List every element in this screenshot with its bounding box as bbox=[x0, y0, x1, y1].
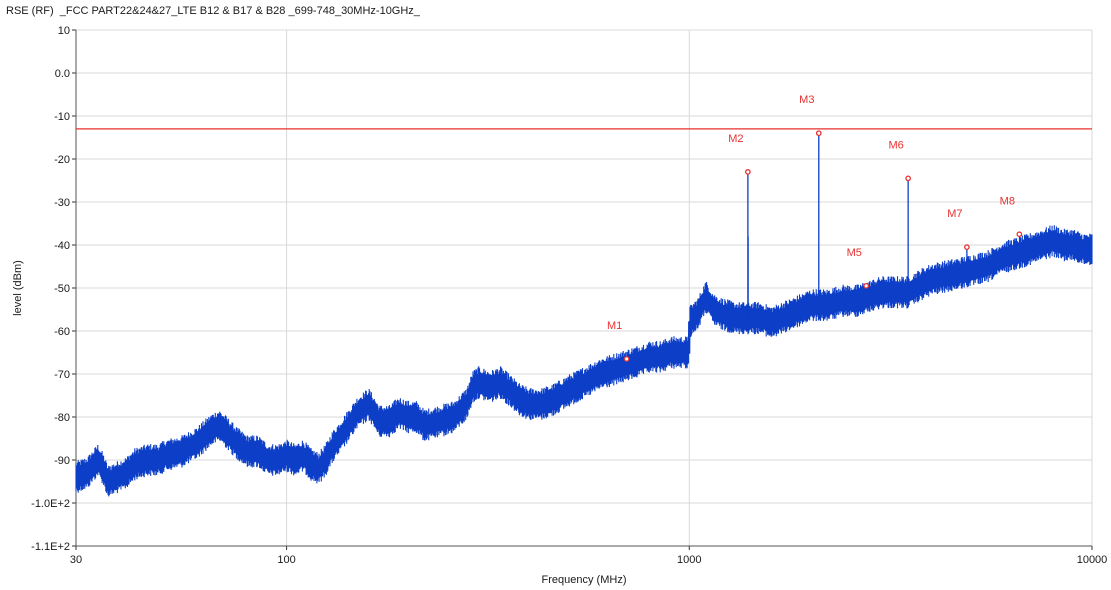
y-tick-label: -20 bbox=[54, 154, 70, 166]
axes: 10 0.0 -10 -20 -30 -40 -50 -60 -70 -80 -90 -1.0E+2 -… bbox=[31, 25, 1107, 566]
x-tick-label: 100 bbox=[277, 554, 295, 566]
marker-label: M2 bbox=[728, 133, 743, 145]
marker-label: M1 bbox=[607, 320, 622, 332]
chart-title: RSE (RF) _FCC PART22&24&27_LTE B12 & B17… bbox=[6, 5, 420, 17]
marker-point bbox=[905, 175, 911, 182]
y-tick-label: -50 bbox=[54, 283, 70, 295]
y-tick-label: -1.1E+2 bbox=[31, 541, 70, 553]
marker-point bbox=[863, 282, 870, 289]
y-tick-label: 10 bbox=[58, 25, 70, 37]
spectrum-noise-band bbox=[75, 225, 1093, 497]
marker-point bbox=[964, 244, 970, 250]
marker-label: M6 bbox=[888, 139, 903, 151]
y-tick-label: 0.0 bbox=[55, 68, 70, 80]
y-tick-label: -70 bbox=[54, 369, 70, 381]
x-tick-label: 1000 bbox=[677, 554, 701, 566]
marker-label: M5 bbox=[847, 247, 862, 259]
x-tick-label: 10000 bbox=[1077, 554, 1108, 566]
marker-point bbox=[745, 169, 751, 175]
marker-point bbox=[1016, 231, 1023, 238]
y-tick-label: -30 bbox=[54, 197, 70, 209]
x-axis-label: Frequency (MHz) bbox=[542, 574, 627, 586]
trace bbox=[75, 133, 1093, 497]
y-tick-label: -60 bbox=[54, 326, 70, 338]
y-tick-label: -10 bbox=[54, 111, 70, 123]
x-tick-label: 30 bbox=[70, 554, 82, 566]
marker-label: M8 bbox=[1000, 195, 1015, 207]
y-tick-label: -80 bbox=[54, 412, 70, 424]
marker-point bbox=[623, 356, 630, 362]
y-axis-label: level (dBm) bbox=[12, 260, 24, 316]
marker-point bbox=[815, 130, 822, 137]
y-tick-label: -40 bbox=[54, 240, 70, 252]
marker-label: M7 bbox=[947, 208, 962, 220]
markers: M1 M2 M3 M5 M6 M7 M8 bbox=[607, 94, 1023, 362]
y-tick-label: -90 bbox=[54, 455, 70, 467]
y-tick-label: -1.0E+2 bbox=[31, 498, 70, 510]
marker-label: M3 bbox=[799, 94, 814, 106]
spectrum-trace bbox=[75, 239, 1092, 484]
